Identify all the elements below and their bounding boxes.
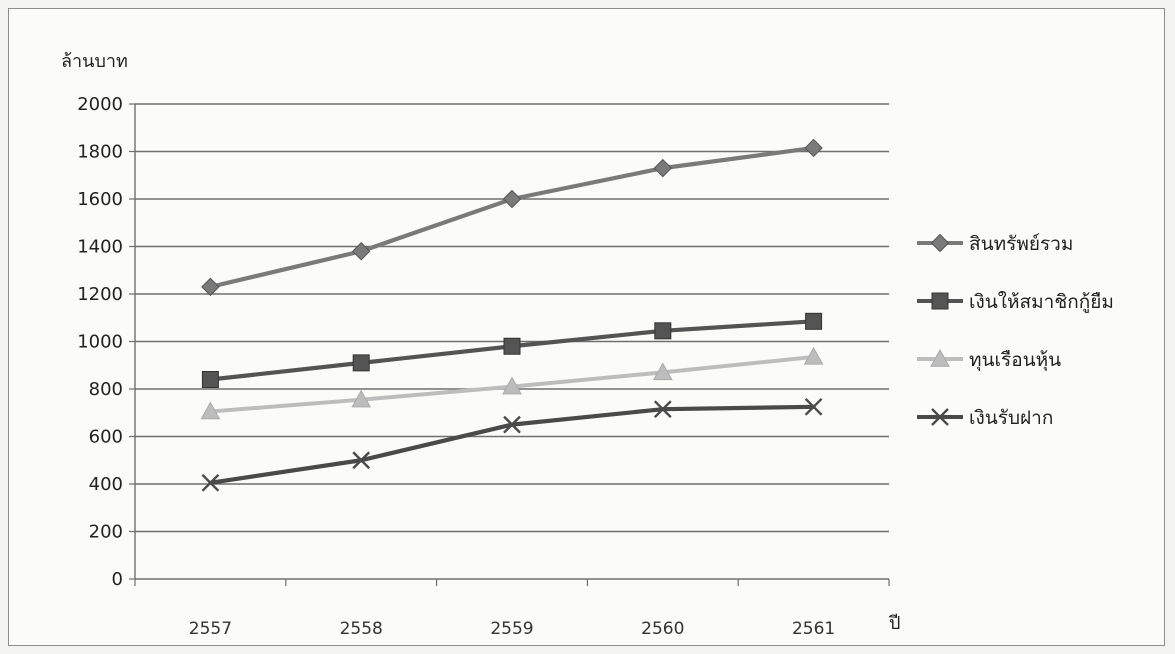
data-point — [503, 415, 521, 434]
series-3 — [200, 346, 824, 420]
data-point — [805, 312, 823, 330]
legend-label: สินทรัพย์รวม — [969, 233, 1073, 255]
data-point — [351, 242, 371, 261]
y-tick-label: 200 — [89, 522, 123, 543]
legend-item: เงินรับฝาก — [917, 407, 1053, 429]
data-point — [653, 400, 672, 419]
data-point — [804, 138, 823, 158]
y-tick-label: 400 — [89, 474, 123, 495]
x-tick-label: 2557 — [189, 619, 232, 639]
y-tick-label: 1000 — [77, 332, 123, 353]
data-point — [200, 401, 221, 420]
data-point — [201, 371, 219, 388]
legend-item: เงินให้สมาชิกกู้ยืม — [917, 291, 1114, 313]
series-line — [208, 145, 816, 289]
y-tick-label: 2000 — [77, 94, 123, 115]
data-point — [803, 346, 824, 365]
y-tick-label: 1800 — [77, 142, 123, 163]
legend-item: สินทรัพย์รวม — [917, 233, 1073, 255]
legend-label: ทุนเรือนหุ้น — [969, 349, 1061, 372]
data-point — [653, 158, 673, 178]
data-point — [502, 376, 522, 395]
series-lines — [200, 138, 824, 492]
grid-lines — [135, 103, 889, 533]
data-point — [201, 473, 220, 492]
data-point — [654, 322, 672, 340]
series-line — [208, 404, 816, 485]
y-tick-label: 1200 — [77, 284, 123, 305]
y-tick-label: 800 — [89, 379, 123, 400]
x-tick-label: 2559 — [490, 619, 533, 639]
legend-marker — [931, 408, 949, 426]
x-tick-label: 2558 — [340, 619, 383, 639]
data-point — [201, 277, 220, 297]
data-point — [502, 189, 522, 209]
y-tick-label: 1600 — [77, 189, 123, 210]
y-tick-label: 600 — [89, 427, 123, 448]
line-chart: 0 200 400 600 800 1000 1200 1400 1600 1800 2000 255… — [61, 51, 1114, 639]
y-axis-title: ล้านบาท — [61, 51, 128, 72]
legend-marker — [930, 233, 950, 253]
data-point — [352, 354, 370, 372]
legend-marker — [931, 292, 949, 310]
data-point — [652, 362, 673, 381]
data-point — [503, 337, 521, 355]
series-1 — [201, 138, 823, 297]
chart-frame: 0 200 400 600 800 1000 1200 1400 1600 1800 2000 255… — [8, 8, 1165, 646]
y-tick-label: 0 — [112, 569, 123, 590]
legend-label: เงินรับฝาก — [969, 407, 1053, 429]
legend-label: เงินให้สมาชิกกู้ยืม — [969, 291, 1114, 313]
series-4 — [201, 397, 823, 492]
x-axis-title: ปี — [889, 613, 901, 634]
x-tick-label: 2560 — [641, 619, 684, 639]
data-point — [352, 451, 371, 470]
axes: 0 200 400 600 800 1000 1200 1400 1600 1800 2000 255… — [77, 94, 890, 639]
legend-marker — [930, 348, 950, 367]
series-2 — [201, 312, 823, 388]
x-tick-label: 2561 — [792, 619, 835, 639]
legend: สินทรัพย์รวมเงินให้สมาชิกกู้ยืมทุนเรือนห… — [917, 233, 1114, 429]
data-point — [351, 389, 372, 408]
data-point — [804, 397, 823, 416]
legend-item: ทุนเรือนหุ้น — [917, 348, 1061, 372]
y-tick-label: 1400 — [77, 237, 123, 258]
